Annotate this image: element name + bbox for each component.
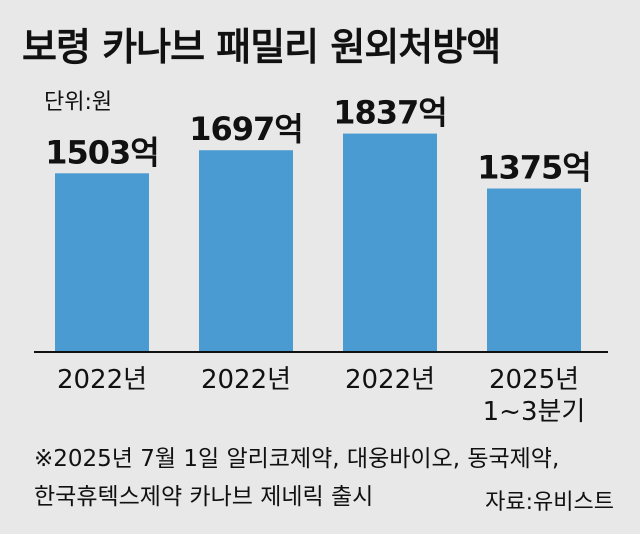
category-label: 2022년 (57, 365, 147, 395)
bar-value-label: 1503억 (45, 133, 159, 171)
category-label: 1~3분기 (483, 397, 586, 427)
chart-title: 보령 카나브 패밀리 원외처방액 (22, 25, 501, 69)
bar (55, 173, 149, 352)
bar (343, 133, 437, 352)
category-label: 2022년 (201, 365, 291, 395)
bar-value-label: 1697억 (189, 110, 303, 148)
bar (487, 188, 581, 352)
bar-value-label: 1837억 (333, 94, 447, 132)
footnote-line-2: 한국휴텍스제약 카나브 제네릭 출시 (34, 484, 374, 510)
unit-label: 단위:원 (44, 90, 113, 115)
bar (199, 150, 293, 352)
category-label: 2025년 (489, 365, 579, 395)
category-label: 2022년 (345, 365, 435, 395)
source-label: 자료:유비스트 (485, 490, 614, 515)
footnote: ※2025년 7월 1일 알리코제약, 대웅바이오, 동국제약, 한국휴텍스제약… (34, 440, 559, 516)
footnote-line-1: ※2025년 7월 1일 알리코제약, 대웅바이오, 동국제약, (34, 446, 560, 472)
bar-value-label: 1375억 (477, 149, 591, 187)
